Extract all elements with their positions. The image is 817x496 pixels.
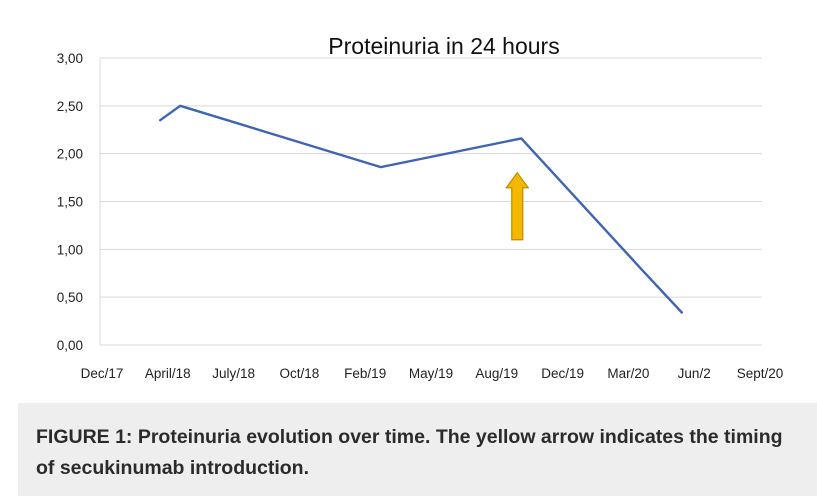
y-tick-label: 0,00 [57, 338, 83, 353]
y-tick-label: 2,00 [57, 147, 83, 162]
x-tick-label: Aug/19 [475, 366, 518, 381]
y-tick-label: 1,00 [57, 242, 83, 257]
annotation-layer [505, 171, 530, 241]
x-tick-label: Dec/17 [81, 366, 124, 381]
series-line [158, 104, 683, 314]
x-tick-label: Mar/20 [607, 366, 649, 381]
x-axis-tick-labels: Dec/17 April/18 July/18 Oct/18 Feb/19 May/19 A… [81, 366, 784, 381]
y-tick-label: 3,00 [57, 51, 83, 66]
x-tick-label: Feb/19 [344, 366, 386, 381]
x-tick-label: Dec/19 [541, 366, 584, 381]
series [158, 104, 683, 314]
x-tick-label: Oct/18 [280, 366, 320, 381]
grid-lines [99, 57, 762, 346]
y-tick-label: 0,50 [57, 290, 83, 305]
figure-caption-box: FIGURE 1: Proteinuria evolution over tim… [18, 403, 817, 496]
proteinuria-line-chart: Proteinuria in 24 hours 0,00 0,50 1,00 1,50… [57, 33, 784, 381]
y-tick-label: 1,50 [57, 195, 83, 210]
chart-title: Proteinuria in 24 hours [328, 33, 559, 59]
y-axis-tick-labels: 0,00 0,50 1,00 1,50 2,00 2,50 3,00 [57, 51, 83, 353]
x-tick-label: May/19 [409, 366, 453, 381]
x-tick-label: Sept/20 [737, 366, 784, 381]
x-tick-label: July/18 [212, 366, 255, 381]
secukinumab-arrow-icon [505, 171, 530, 241]
x-tick-label: April/18 [145, 366, 191, 381]
figure-caption: FIGURE 1: Proteinuria evolution over tim… [36, 426, 783, 479]
y-tick-label: 2,50 [57, 99, 83, 114]
x-tick-label: Jun/2 [678, 366, 711, 381]
